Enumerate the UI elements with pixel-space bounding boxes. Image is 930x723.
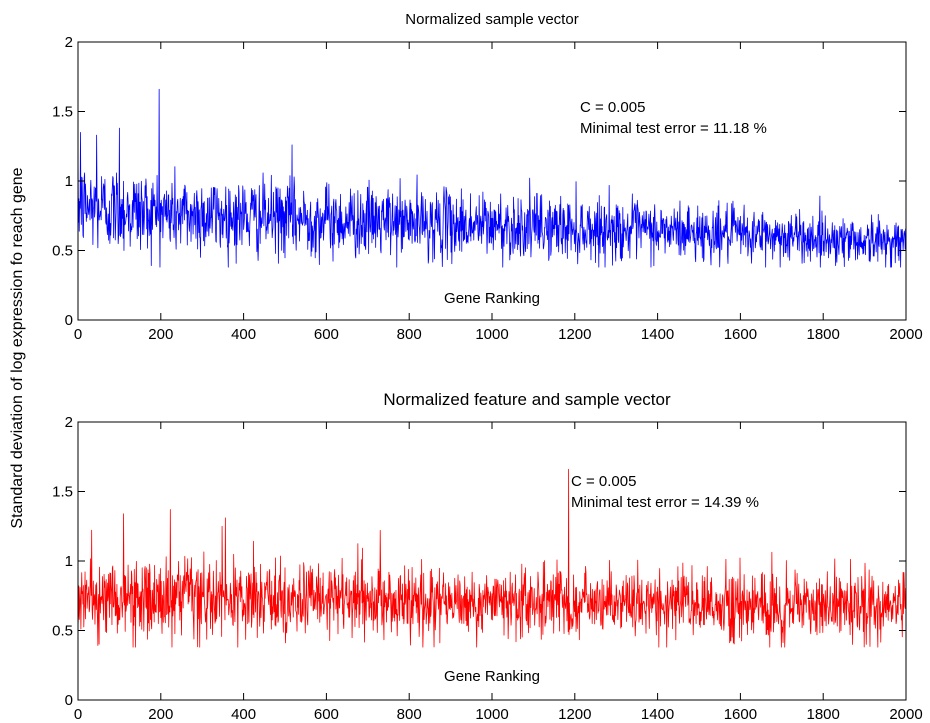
bottom-chart-xtick-label: 600 [314,706,339,723]
bottom-chart-panel: Normalized feature and sample vector 0 20… [52,390,923,723]
bottom-chart-xtick-label: 800 [397,706,422,723]
top-chart-xtick-label: 200 [148,326,173,343]
bottom-chart-ytick-label: 1.5 [52,484,73,501]
top-chart-ytick-label: 2 [65,34,73,51]
bottom-chart-xtick-label: 2000 [889,706,922,723]
top-chart-ytick-label: 1.5 [52,104,73,121]
top-chart-ytick-label: 0 [65,312,73,329]
bottom-chart-frame [77,421,907,701]
bottom-chart-annotation-error: Minimal test error = 14.39 % [571,494,759,511]
bottom-chart-series [77,468,906,648]
bottom-chart-series-line [77,468,906,648]
bottom-chart-xtick-label: 1600 [724,706,757,723]
top-chart-xlabel: Gene Ranking [444,290,540,307]
top-chart-xtick-label: 0 [74,326,82,343]
bottom-chart-ytick-label: 0.5 [52,623,73,640]
top-chart-title: Normalized sample vector [405,11,578,28]
top-chart-ytick-label: 0.5 [52,243,73,260]
bottom-chart-ytick-label: 1 [65,553,73,570]
top-chart-annotation-error: Minimal test error = 11.18 % [580,120,767,137]
top-chart-ytick-label: 1 [65,173,73,190]
bottom-chart-title: Normalized feature and sample vector [383,390,671,409]
bottom-chart-xtick-label: 1800 [807,706,840,723]
bottom-chart-ticks: 0 200 400 600 800 1000 1200 1400 1600 1800 2000 0 0.… [52,414,923,723]
bottom-chart-ytick-label: 0 [65,692,73,709]
bottom-chart-ytick-label: 2 [65,414,73,431]
bottom-chart-xtick-label: 1200 [558,706,591,723]
bottom-chart-xtick-label: 1400 [641,706,674,723]
bottom-chart-xtick-label: 400 [231,706,256,723]
top-chart-ticks: 0 200 400 600 800 1000 1200 1400 1600 1800 2000 0 0.… [52,34,923,343]
figure-ylabel: Standard deviation of log expression fo … [9,167,26,528]
top-chart-xtick-label: 400 [231,326,256,343]
top-chart-xtick-label: 1600 [724,326,757,343]
top-chart-panel: Normalized sample vector 0 200 400 600 800 10… [52,11,923,343]
top-chart-xtick-label: 1400 [641,326,674,343]
top-chart-frame [77,41,907,321]
top-chart-series [77,88,906,268]
top-chart-xtick-label: 2000 [889,326,922,343]
bottom-chart-xtick-label: 200 [148,706,173,723]
top-chart-annotation-c: C = 0.005 [580,99,645,116]
top-chart-xtick-label: 1200 [558,326,591,343]
bottom-chart-xtick-label: 0 [74,706,82,723]
bottom-chart-annotation-c: C = 0.005 [571,473,636,490]
top-chart-series-line [77,88,906,268]
top-chart-xtick-label: 1000 [475,326,508,343]
top-chart-xtick-label: 1800 [807,326,840,343]
bottom-chart-xlabel: Gene Ranking [444,668,540,685]
bottom-chart-xtick-label: 1000 [475,706,508,723]
top-chart-xtick-label: 800 [397,326,422,343]
top-chart-xtick-label: 600 [314,326,339,343]
